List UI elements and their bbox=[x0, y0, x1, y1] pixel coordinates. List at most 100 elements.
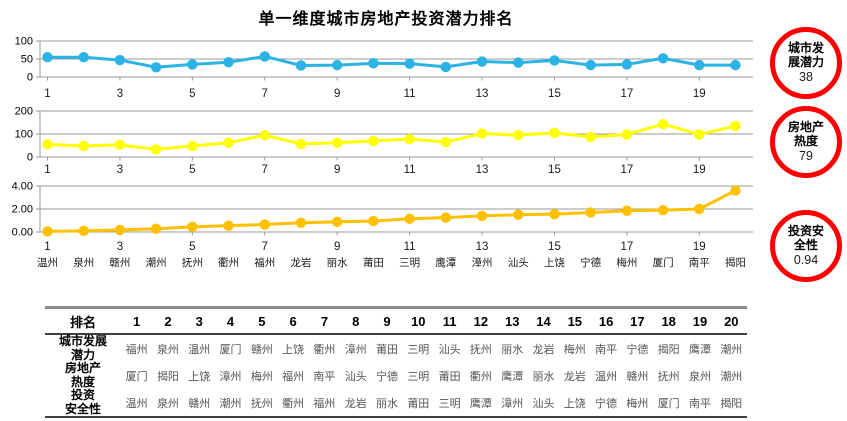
city-cell: 衢州 bbox=[282, 397, 305, 410]
data-point bbox=[295, 60, 307, 71]
city-cell: 福州 bbox=[125, 343, 148, 356]
x-tick-label: 19 bbox=[693, 88, 706, 100]
city-cell: 鹰潭 bbox=[469, 397, 492, 410]
city-cell: 莆田 bbox=[407, 397, 430, 410]
data-point bbox=[187, 221, 198, 233]
city-cell: 南平 bbox=[688, 397, 711, 410]
city-cell: 漳州 bbox=[219, 370, 242, 383]
city-axis-label: 汕头 bbox=[508, 257, 529, 269]
rank-number-cell: 14 bbox=[536, 313, 551, 329]
city-cell: 温州 bbox=[125, 397, 148, 410]
city-axis-label: 梅州 bbox=[616, 256, 637, 269]
city-cell: 宁德 bbox=[376, 370, 399, 383]
city-cell: 抚州 bbox=[657, 370, 680, 383]
data-point bbox=[78, 52, 89, 63]
x-tick-label: 15 bbox=[548, 164, 561, 176]
data-point bbox=[440, 61, 452, 73]
city-cell: 温州 bbox=[595, 370, 618, 383]
city-cell: 揭阳 bbox=[720, 397, 743, 410]
x-tick-label: 5 bbox=[189, 241, 195, 253]
data-point bbox=[440, 212, 452, 223]
city-cell: 丽水 bbox=[376, 397, 399, 410]
city-axis-label: 温州 bbox=[37, 257, 58, 269]
x-tick-label: 1 bbox=[44, 88, 50, 100]
y-tick-label: 0 bbox=[27, 152, 33, 164]
data-point bbox=[187, 59, 198, 70]
data-point bbox=[114, 54, 126, 66]
city-cell: 三明 bbox=[407, 343, 430, 356]
data-point bbox=[404, 213, 415, 224]
data-point bbox=[114, 224, 126, 236]
x-tick-label: 9 bbox=[334, 88, 340, 100]
city-cell: 上饶 bbox=[188, 370, 211, 383]
rank-number-cell: 9 bbox=[383, 313, 391, 329]
data-point bbox=[114, 139, 126, 151]
page-title: 单一维度城市房地产投资潜力排名 bbox=[258, 11, 514, 28]
city-cell: 莆田 bbox=[376, 343, 399, 356]
row-header-cell: 房地产 热度 bbox=[64, 361, 101, 389]
rank-number-cell: 3 bbox=[195, 313, 203, 329]
table-row: 投资 安全性 温州 泉州 赣州 潮州 抚州 衢州 福州 龙岩 丽水 莆田 三明 鹰潭 漳州 汕头 上饶 宁德 梅州… bbox=[45, 389, 747, 417]
x-tick-label: 17 bbox=[620, 164, 633, 176]
x-tick-label: 5 bbox=[189, 88, 195, 100]
city-cell: 丽水 bbox=[532, 370, 555, 383]
city-axis-label: 宁德 bbox=[580, 256, 601, 269]
city-cell: 赣州 bbox=[250, 343, 273, 356]
y-tick-label: 200 bbox=[15, 106, 33, 118]
data-point bbox=[368, 215, 379, 227]
rank-number-cell: 11 bbox=[442, 313, 457, 329]
city-cell: 衢州 bbox=[313, 343, 336, 356]
data-point bbox=[621, 129, 633, 140]
badge-investment-safety: 投资安 全性 0.94 bbox=[770, 210, 842, 282]
city-cell: 汕头 bbox=[344, 370, 367, 383]
data-point bbox=[331, 137, 343, 148]
city-cell: 揭阳 bbox=[156, 370, 179, 383]
x-tick-label: 11 bbox=[404, 88, 416, 100]
city-cell: 潮州 bbox=[720, 370, 743, 383]
city-axis-label: 上饶 bbox=[544, 256, 565, 269]
x-tick-label: 5 bbox=[189, 164, 195, 176]
data-point bbox=[404, 58, 415, 69]
data-point bbox=[331, 216, 343, 228]
data-point bbox=[549, 127, 560, 139]
city-cell: 泉州 bbox=[156, 343, 179, 356]
city-cell: 衢州 bbox=[469, 370, 492, 383]
city-cell: 南平 bbox=[595, 343, 618, 356]
x-tick-label: 1 bbox=[44, 164, 50, 176]
data-point bbox=[585, 131, 596, 143]
data-point bbox=[440, 136, 452, 148]
data-point bbox=[368, 58, 379, 69]
city-cell: 莆田 bbox=[438, 370, 461, 383]
city-cell: 赣州 bbox=[626, 370, 649, 383]
x-tick-label: 19 bbox=[693, 164, 706, 176]
city-axis-label: 赣州 bbox=[109, 256, 130, 269]
data-point bbox=[150, 144, 162, 155]
city-cell: 厦门 bbox=[125, 370, 148, 383]
city-axis-label: 潮州 bbox=[146, 256, 167, 269]
data-point bbox=[549, 208, 560, 220]
y-tick-label: 0.00 bbox=[12, 227, 33, 239]
city-axis-label: 漳州 bbox=[472, 256, 493, 269]
series-line bbox=[46, 189, 737, 233]
city-cell: 鹰潭 bbox=[501, 370, 524, 383]
data-point bbox=[78, 140, 89, 152]
city-axis-label: 丽水 bbox=[327, 257, 348, 269]
city-cell: 福州 bbox=[313, 397, 336, 410]
city-axis-label: 福州 bbox=[254, 256, 275, 269]
x-tick-label: 7 bbox=[262, 241, 268, 253]
row-header-cell: 投资 安全性 bbox=[64, 388, 101, 416]
city-cell: 厦门 bbox=[219, 343, 242, 356]
table-row: 房地产 热度 厦门 揭阳 上饶 漳州 梅州 福州 南平 汕头 宁德 三明 莆田 衢州 鹰潭 丽水 龙岩 温州 赣州… bbox=[45, 362, 747, 389]
x-tick-label: 9 bbox=[334, 241, 340, 253]
city-cell: 泉州 bbox=[688, 370, 711, 383]
data-point bbox=[585, 207, 596, 218]
data-point bbox=[476, 56, 488, 67]
data-point bbox=[513, 57, 524, 68]
data-point bbox=[150, 223, 162, 234]
y-tick-label: 50 bbox=[21, 54, 33, 66]
rank-number-cell: 15 bbox=[567, 313, 583, 329]
badge-label: 房地产 热度 bbox=[787, 120, 824, 148]
rank-number-cell: 13 bbox=[504, 313, 520, 329]
